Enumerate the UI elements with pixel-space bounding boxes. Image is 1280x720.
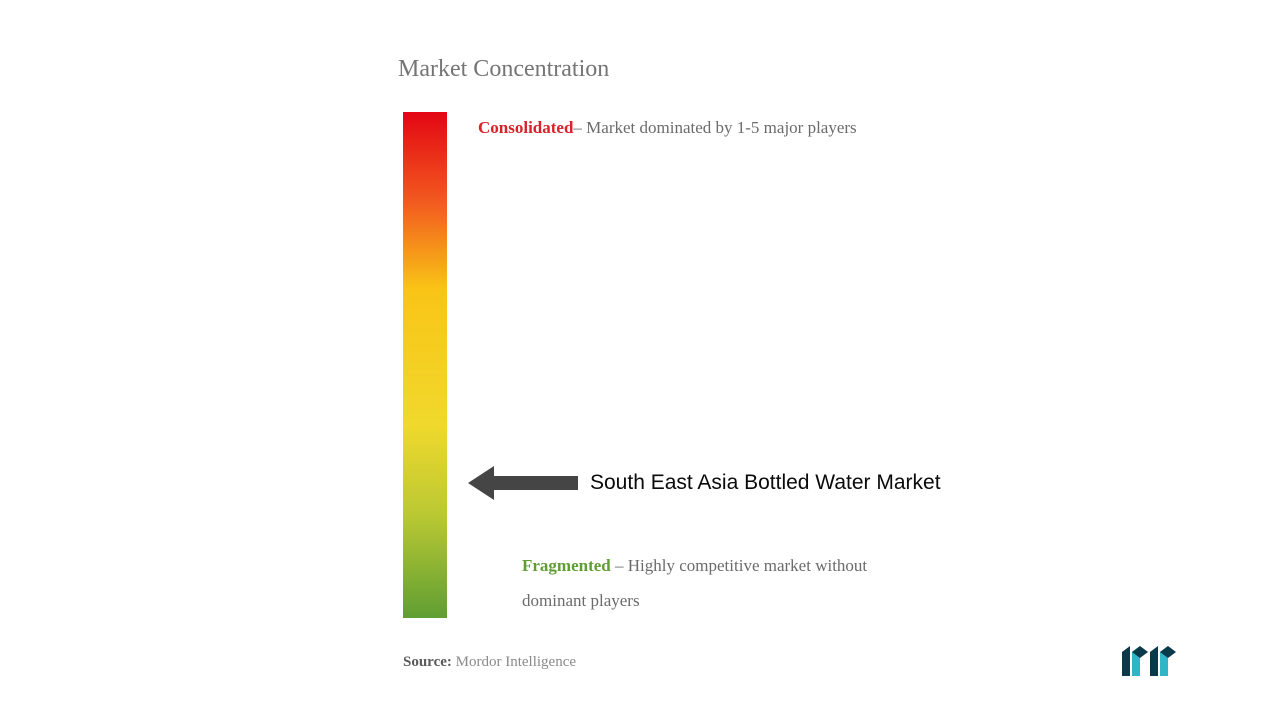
fragmented-label: Fragmented – Highly competitive market w… bbox=[522, 552, 867, 614]
source-value: Mordor Intelligence bbox=[452, 654, 576, 670]
consolidated-label: Consolidated– Market dominated by 1-5 ma… bbox=[478, 114, 857, 141]
fragmented-desc-line2: dominant players bbox=[522, 587, 867, 614]
arrow-left-icon bbox=[468, 466, 578, 500]
source-attribution: Source: Mordor Intelligence bbox=[403, 654, 576, 671]
market-name-label: South East Asia Bottled Water Market bbox=[590, 471, 941, 495]
mordor-logo-icon bbox=[1122, 646, 1178, 676]
market-position-indicator: South East Asia Bottled Water Market bbox=[468, 466, 941, 500]
consolidated-desc: – Market dominated by 1-5 major players bbox=[573, 118, 856, 137]
source-key: Source: bbox=[403, 654, 452, 670]
fragmented-key: Fragmented bbox=[522, 556, 615, 575]
consolidated-key: Consolidated bbox=[478, 118, 573, 137]
chart-title: Market Concentration bbox=[398, 56, 609, 83]
fragmented-desc-line1: – Highly competitive market without bbox=[615, 556, 867, 575]
concentration-gradient-bar bbox=[403, 112, 447, 618]
chart-container: Market Concentration Consolidated– Marke… bbox=[0, 0, 1280, 720]
